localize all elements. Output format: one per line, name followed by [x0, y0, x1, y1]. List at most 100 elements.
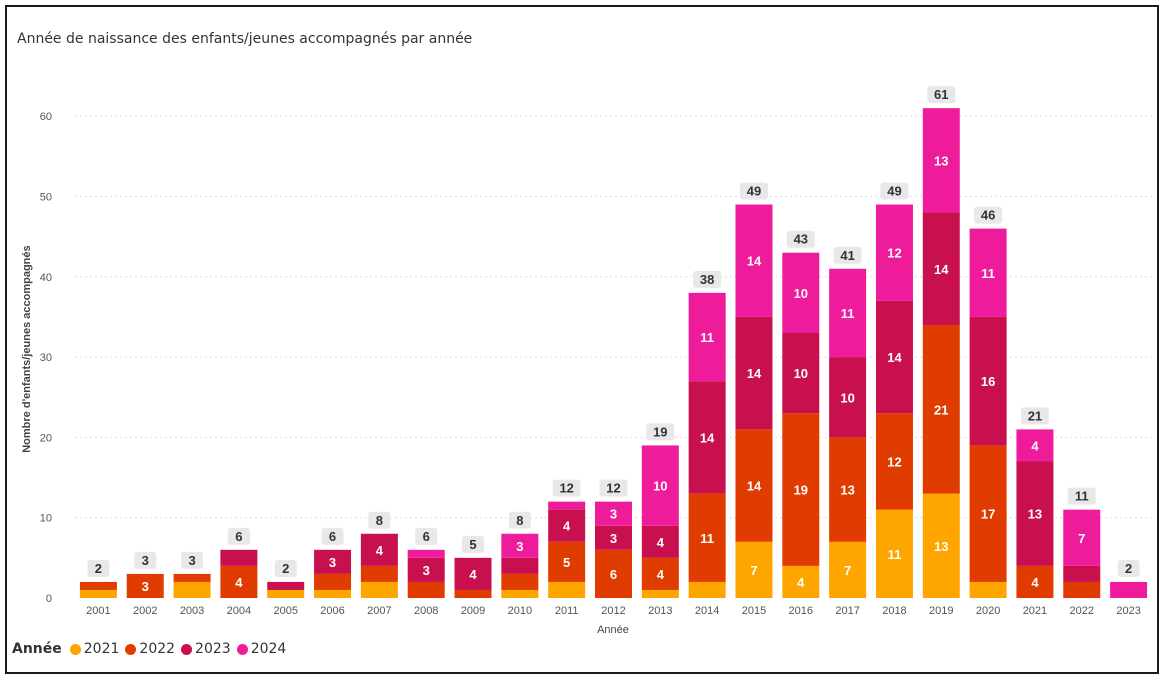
total-badge-2019 — [927, 86, 956, 104]
legend-label-2022: 2022 — [139, 641, 176, 657]
segment-label-2010-2024: 3 — [516, 539, 523, 554]
total-badge-2004 — [227, 527, 250, 545]
total-label-2005: 2 — [282, 561, 289, 576]
legend-item-2021[interactable]: 2021 — [69, 641, 120, 657]
total-label-2004: 6 — [235, 529, 242, 544]
x-tick-label-2006: 2006 — [320, 605, 344, 617]
bar-segment-2014-2024 — [688, 292, 726, 382]
total-badge-2007 — [368, 511, 391, 529]
total-label-2010: 8 — [516, 513, 523, 528]
bar-segment-2011-2022 — [548, 541, 586, 582]
bar-segment-2007-2023 — [360, 533, 398, 566]
bar-segment-2001-2021 — [79, 589, 117, 598]
segment-label-2019-2024: 13 — [934, 153, 948, 168]
total-label-2019: 61 — [934, 87, 948, 102]
bar-segment-2015-2023 — [735, 316, 773, 430]
segment-label-2021-2022: 4 — [1031, 575, 1039, 590]
bar-segment-2020-2021 — [969, 581, 1007, 598]
bar-segment-2017-2023 — [829, 357, 867, 438]
segment-label-2015-2023: 14 — [747, 366, 762, 381]
x-axis-label: Année — [597, 624, 629, 636]
segment-label-2016-2024: 10 — [794, 286, 808, 301]
y-tick-label-5: 50 — [40, 192, 52, 204]
x-tick-label-2013: 2013 — [648, 605, 672, 617]
bar-segment-2003-2021 — [173, 581, 211, 598]
total-label-2009: 5 — [469, 537, 476, 552]
bar-segment-2002-2022 — [126, 573, 164, 598]
segment-label-2019-2021: 13 — [934, 539, 948, 554]
total-label-2017: 41 — [840, 248, 854, 263]
segment-label-2002-2022: 3 — [142, 579, 149, 594]
segment-label-2004-2022: 4 — [235, 575, 243, 590]
legend-dot-2024 — [236, 643, 248, 655]
chart-title: Année de naissance des enfants/jeunes ac… — [17, 31, 473, 47]
total-badge-2011 — [552, 479, 581, 497]
x-tick-label-2002: 2002 — [133, 605, 157, 617]
total-badge-2005 — [274, 559, 297, 577]
x-tick-label-2003: 2003 — [180, 605, 204, 617]
bar-segment-2010-2021 — [501, 589, 539, 598]
x-tick-label-2019: 2019 — [929, 605, 953, 617]
bar-segment-2022-2022 — [1063, 581, 1101, 598]
bar-segment-2020-2022 — [969, 445, 1007, 582]
segment-label-2017-2022: 13 — [840, 483, 854, 498]
segment-label-2012-2024: 3 — [610, 507, 617, 522]
bar-segment-2022-2024 — [1063, 509, 1101, 566]
total-label-2003: 3 — [188, 553, 195, 568]
legend-label-2021: 2021 — [83, 641, 120, 657]
legend-item-2024[interactable]: 2024 — [236, 641, 286, 657]
legend-title: Année — [12, 641, 62, 657]
bar-segment-2017-2021 — [829, 541, 867, 598]
segment-label-2013-2024: 10 — [653, 479, 667, 494]
segment-label-2006-2023: 3 — [329, 555, 336, 570]
bar-segment-2016-2023 — [782, 333, 820, 414]
segment-label-2015-2024: 14 — [747, 254, 762, 269]
bar-segment-2006-2022 — [314, 573, 352, 590]
x-tick-label-2020: 2020 — [976, 605, 1000, 617]
x-tick-label-2009: 2009 — [461, 605, 485, 617]
total-badge-2021 — [1020, 407, 1049, 425]
segment-label-2016-2021: 4 — [797, 575, 805, 590]
total-badge-2018 — [880, 182, 909, 200]
bar-segment-2011-2024 — [548, 501, 586, 510]
segment-label-2017-2024: 11 — [841, 306, 855, 321]
segment-label-2016-2022: 19 — [794, 483, 808, 498]
total-badge-2009 — [462, 535, 485, 553]
bar-segment-2023-2024 — [1110, 581, 1148, 598]
segment-label-2017-2023: 10 — [840, 390, 854, 405]
total-label-2016: 43 — [794, 232, 808, 247]
legend-item-2023[interactable]: 2023 — [181, 641, 231, 657]
bar-segment-2016-2022 — [782, 413, 820, 566]
bar-segment-2015-2021 — [735, 541, 773, 598]
legend-item-2022[interactable]: 2022 — [125, 641, 175, 657]
bar-segment-2018-2023 — [875, 300, 913, 414]
segment-label-2017-2021: 7 — [844, 563, 851, 578]
x-tick-label-2017: 2017 — [835, 605, 859, 617]
bar-segment-2019-2024 — [922, 108, 960, 213]
total-badge-2013 — [646, 423, 675, 441]
y-tick-label-0: 0 — [46, 593, 52, 605]
y-axis-label: Nombre d'enfants/jeunes accompagnés — [21, 245, 33, 452]
total-badge-2006 — [321, 527, 344, 545]
x-tick-label-2010: 2010 — [508, 605, 532, 617]
legend-dot-2023 — [181, 643, 193, 655]
bar-segment-2021-2023 — [1016, 461, 1054, 566]
bar-segment-2020-2023 — [969, 316, 1007, 446]
bar-segment-2014-2023 — [688, 381, 726, 494]
y-tick-label-2: 20 — [40, 432, 52, 444]
total-badge-2001 — [87, 559, 110, 577]
total-badge-2015 — [739, 182, 768, 200]
legend-dot-2022 — [125, 643, 137, 655]
bar-segment-2005-2023 — [267, 581, 305, 590]
segment-label-2021-2024: 4 — [1031, 438, 1039, 453]
segment-label-2013-2023: 4 — [657, 535, 665, 550]
total-badge-2012 — [599, 479, 628, 497]
x-tick-label-2012: 2012 — [601, 605, 625, 617]
total-label-2021: 21 — [1028, 408, 1042, 423]
total-label-2002: 3 — [142, 553, 149, 568]
segment-label-2020-2022: 17 — [981, 507, 995, 522]
x-tick-label-2005: 2005 — [273, 605, 297, 617]
bar-segment-2007-2022 — [360, 565, 398, 582]
y-tick-label-4: 40 — [40, 272, 52, 284]
